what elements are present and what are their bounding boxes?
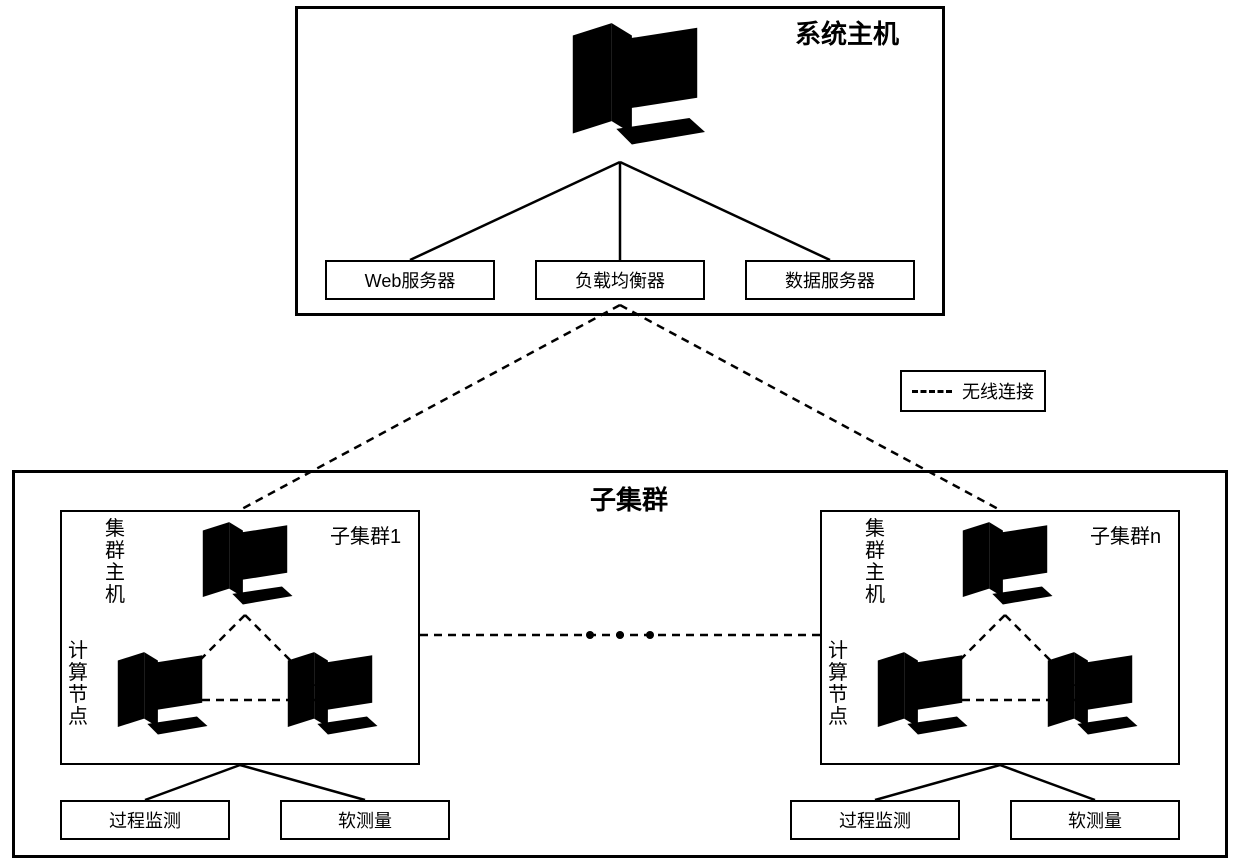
system-host-computer-icon xyxy=(555,20,715,160)
cluster-node-label-1: 计算节点 xyxy=(828,640,852,728)
cluster-soft-box-0: 软测量 xyxy=(280,800,450,840)
load-balancer-label: 负载均衡器 xyxy=(575,267,665,293)
cluster-subtitle-1: 子集群n xyxy=(1090,520,1161,549)
cluster-soft-box-1: 软测量 xyxy=(1010,800,1180,840)
web-server-box: Web服务器 xyxy=(325,260,495,300)
cluster-node-computer-icon-1-1 xyxy=(1035,650,1145,745)
cluster-monitor-label-0: 过程监测 xyxy=(109,807,181,833)
legend-dash-icon xyxy=(912,390,952,393)
cluster-host-computer-icon-0 xyxy=(190,520,300,615)
legend-wireless: 无线连接 xyxy=(900,370,1046,412)
cluster-soft-label-0: 软测量 xyxy=(338,807,392,833)
data-server-box: 数据服务器 xyxy=(745,260,915,300)
cluster-subtitle-0: 子集群1 xyxy=(330,520,401,549)
cluster-node-computer-icon-0-0 xyxy=(105,650,215,745)
cluster-monitor-box-1: 过程监测 xyxy=(790,800,960,840)
system-host-title: 系统主机 xyxy=(795,14,899,51)
legend-label: 无线连接 xyxy=(962,378,1034,404)
data-server-label: 数据服务器 xyxy=(785,267,875,293)
cluster-host-label-0: 集群主机 xyxy=(105,518,129,606)
cluster-node-label-0: 计算节点 xyxy=(68,640,92,728)
sub-cluster-title: 子集群 xyxy=(590,480,668,517)
cluster-monitor-box-0: 过程监测 xyxy=(60,800,230,840)
cluster-node-computer-icon-0-1 xyxy=(275,650,385,745)
web-server-label: Web服务器 xyxy=(365,267,456,293)
cluster-monitor-label-1: 过程监测 xyxy=(839,807,911,833)
cluster-host-computer-icon-1 xyxy=(950,520,1060,615)
cluster-soft-label-1: 软测量 xyxy=(1068,807,1122,833)
cluster-node-computer-icon-1-0 xyxy=(865,650,975,745)
load-balancer-box: 负载均衡器 xyxy=(535,260,705,300)
cluster-host-label-1: 集群主机 xyxy=(865,518,889,606)
